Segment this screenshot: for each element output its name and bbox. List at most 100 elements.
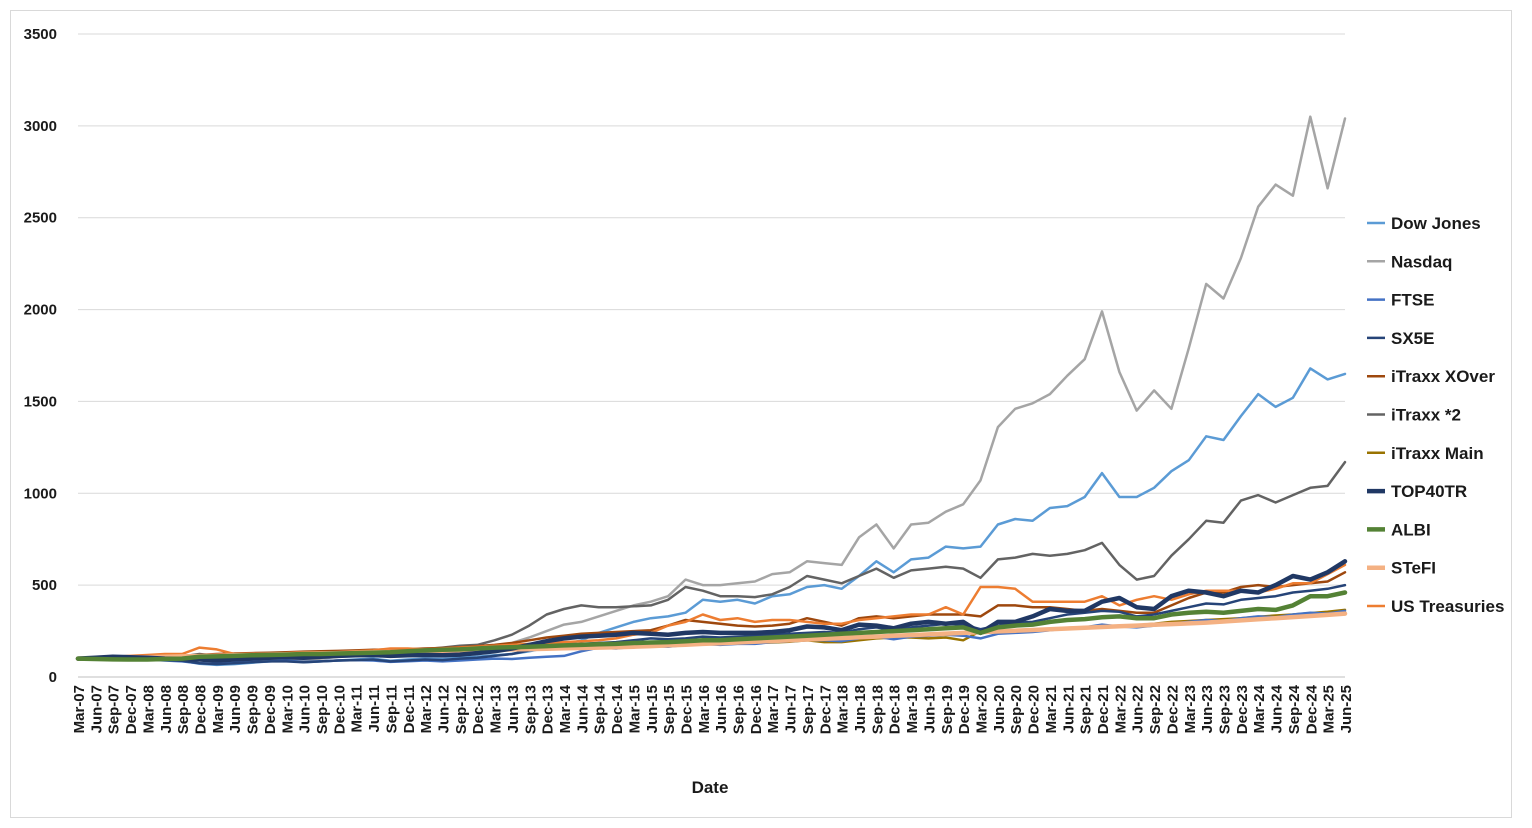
x-tick-label: Mar-19 (904, 685, 921, 733)
series-line-dow-jones (76, 367, 1347, 667)
x-tick-label: Mar-22 (1112, 685, 1129, 733)
y-tick-label: 0 (49, 669, 57, 686)
x-tick-label: Sep-13 (522, 685, 539, 734)
legend-label-us-treasuries: US Treasuries (1391, 597, 1504, 616)
x-tick-label: Mar-15 (626, 685, 643, 733)
x-tick-label: Sep-23 (1217, 685, 1234, 734)
x-tick-label: Jun-17 (783, 685, 800, 733)
x-tick-label: Dec-15 (678, 685, 695, 734)
x-tick-label: Dec-23 (1234, 685, 1251, 734)
x-tick-label: Jun-09 (227, 685, 244, 733)
y-tick-label: 3000 (24, 118, 57, 135)
x-tick-label: Jun-13 (505, 685, 522, 733)
x-tick-label: Mar-16 (696, 685, 713, 733)
x-tick-label: Dec-17 (817, 685, 834, 734)
x-tick-label: Sep-20 (1008, 685, 1025, 734)
legend-label-itraxx-2: iTraxx *2 (1391, 406, 1461, 425)
legend: Dow Jones Nasdaq FTSE SX5E iTraxx XOver iTrax… (1367, 214, 1504, 616)
y-tick-label: 3500 (24, 26, 57, 43)
series-line-sx5e (76, 583, 1347, 666)
x-tick-label: Dec-22 (1164, 685, 1181, 734)
y-tick-label: 1000 (24, 485, 57, 502)
legend-label-itraxx-main: iTraxx Main (1391, 444, 1484, 463)
x-tick-label: Sep-19 (939, 685, 956, 734)
series-lines (75, 115, 1348, 667)
legend-label-dow-jones: Dow Jones (1391, 214, 1481, 233)
x-tick-label: Mar-25 (1321, 685, 1338, 733)
x-tick-label: Dec-09 (262, 685, 279, 734)
x-tick-label: Dec-10 (331, 685, 348, 734)
x-tick-label: Sep-08 (175, 685, 192, 734)
legend-label-ftse: FTSE (1391, 291, 1434, 310)
chart-frame (10, 10, 1512, 818)
x-tick-label: Jun-21 (1060, 685, 1077, 733)
gridlines (78, 33, 1345, 678)
x-tick-label: Jun-22 (1130, 685, 1147, 733)
x-tick-label: Sep-10 (314, 685, 331, 734)
x-tick-label: Jun-23 (1199, 685, 1216, 733)
legend-label-stefi: STeFI (1391, 559, 1436, 578)
x-tick-label: Jun-14 (574, 684, 591, 733)
x-tick-label: Dec-24 (1303, 684, 1320, 734)
x-tick-label: Sep-16 (731, 685, 748, 734)
x-tick-label: Dec-12 (470, 685, 487, 734)
x-tick-label: Jun-18 (852, 685, 869, 733)
x-tick-label: Sep-15 (661, 685, 678, 734)
x-tick-label: Jun-08 (158, 685, 175, 733)
y-axis-ticks: 0 500 1000 1500 2000 2500 3000 3500 (24, 26, 57, 686)
y-tick-label: 2000 (24, 302, 57, 319)
x-tick-label: Jun-07 (88, 685, 105, 733)
x-tick-label: Dec-14 (609, 684, 626, 734)
x-tick-label: Mar-14 (557, 684, 574, 733)
x-tick-label: Sep-21 (1078, 685, 1095, 734)
x-tick-label: Sep-12 (453, 685, 470, 734)
x-axis-title: Date (692, 778, 729, 797)
x-tick-label: Mar-09 (210, 685, 227, 733)
x-axis-ticks: Mar-07 Jun-07 Sep-07 Dec-07 Mar-08 Jun-08 Sep-… (71, 684, 1355, 734)
x-tick-label: Jun-16 (713, 685, 730, 733)
x-tick-label: Jun-15 (644, 685, 661, 733)
x-tick-label: Jun-19 (921, 685, 938, 733)
x-tick-label: Dec-07 (123, 685, 140, 734)
x-tick-label: Sep-11 (383, 685, 400, 733)
x-tick-label: Jun-20 (991, 685, 1008, 733)
x-tick-label: Jun-12 (435, 685, 452, 733)
series-line-top40tr (75, 559, 1348, 663)
x-tick-label: Mar-24 (1251, 684, 1268, 733)
series-line-albi (75, 590, 1348, 662)
x-tick-label: Sep-24 (1286, 684, 1303, 734)
legend-label-sx5e: SX5E (1391, 329, 1434, 348)
series-line-nasdaq (76, 115, 1347, 666)
x-tick-label: Dec-19 (956, 685, 973, 734)
x-tick-label: Mar-17 (765, 685, 782, 733)
x-tick-label: Mar-18 (835, 685, 852, 733)
x-tick-label: Mar-21 (1043, 685, 1060, 733)
x-tick-label: Sep-14 (592, 684, 609, 734)
x-tick-label: Dec-11 (401, 685, 418, 733)
x-tick-label: Mar-08 (140, 685, 157, 733)
x-tick-label: Dec-20 (1026, 685, 1043, 734)
x-tick-label: Sep-09 (245, 685, 262, 734)
x-tick-label: Mar-12 (418, 685, 435, 733)
x-tick-label: Dec-08 (192, 685, 209, 734)
y-tick-label: 2500 (24, 210, 57, 227)
legend-label-albi: ALBI (1391, 520, 1431, 539)
y-tick-label: 500 (32, 577, 57, 594)
legend-label-itraxx-xover: iTraxx XOver (1391, 367, 1495, 386)
x-tick-label: Mar-10 (279, 685, 296, 733)
x-tick-label: Jun-10 (297, 685, 314, 733)
legend-label-top40tr: TOP40TR (1391, 482, 1467, 501)
x-tick-label: Mar-20 (974, 685, 991, 733)
series-line-itraxx-2 (76, 460, 1347, 660)
x-tick-label: Dec-16 (748, 685, 765, 734)
x-tick-label: Jun-11 (366, 685, 383, 733)
x-tick-label: Dec-13 (540, 685, 557, 734)
x-tick-label: Sep-07 (106, 685, 123, 734)
x-tick-label: Sep-22 (1147, 685, 1164, 734)
x-tick-label: Mar-07 (71, 685, 88, 733)
x-tick-label: Dec-21 (1095, 685, 1112, 734)
x-tick-label: Mar-11 (349, 685, 366, 733)
x-tick-label: Mar-13 (488, 685, 505, 733)
x-tick-label: Jun-25 (1338, 685, 1355, 733)
